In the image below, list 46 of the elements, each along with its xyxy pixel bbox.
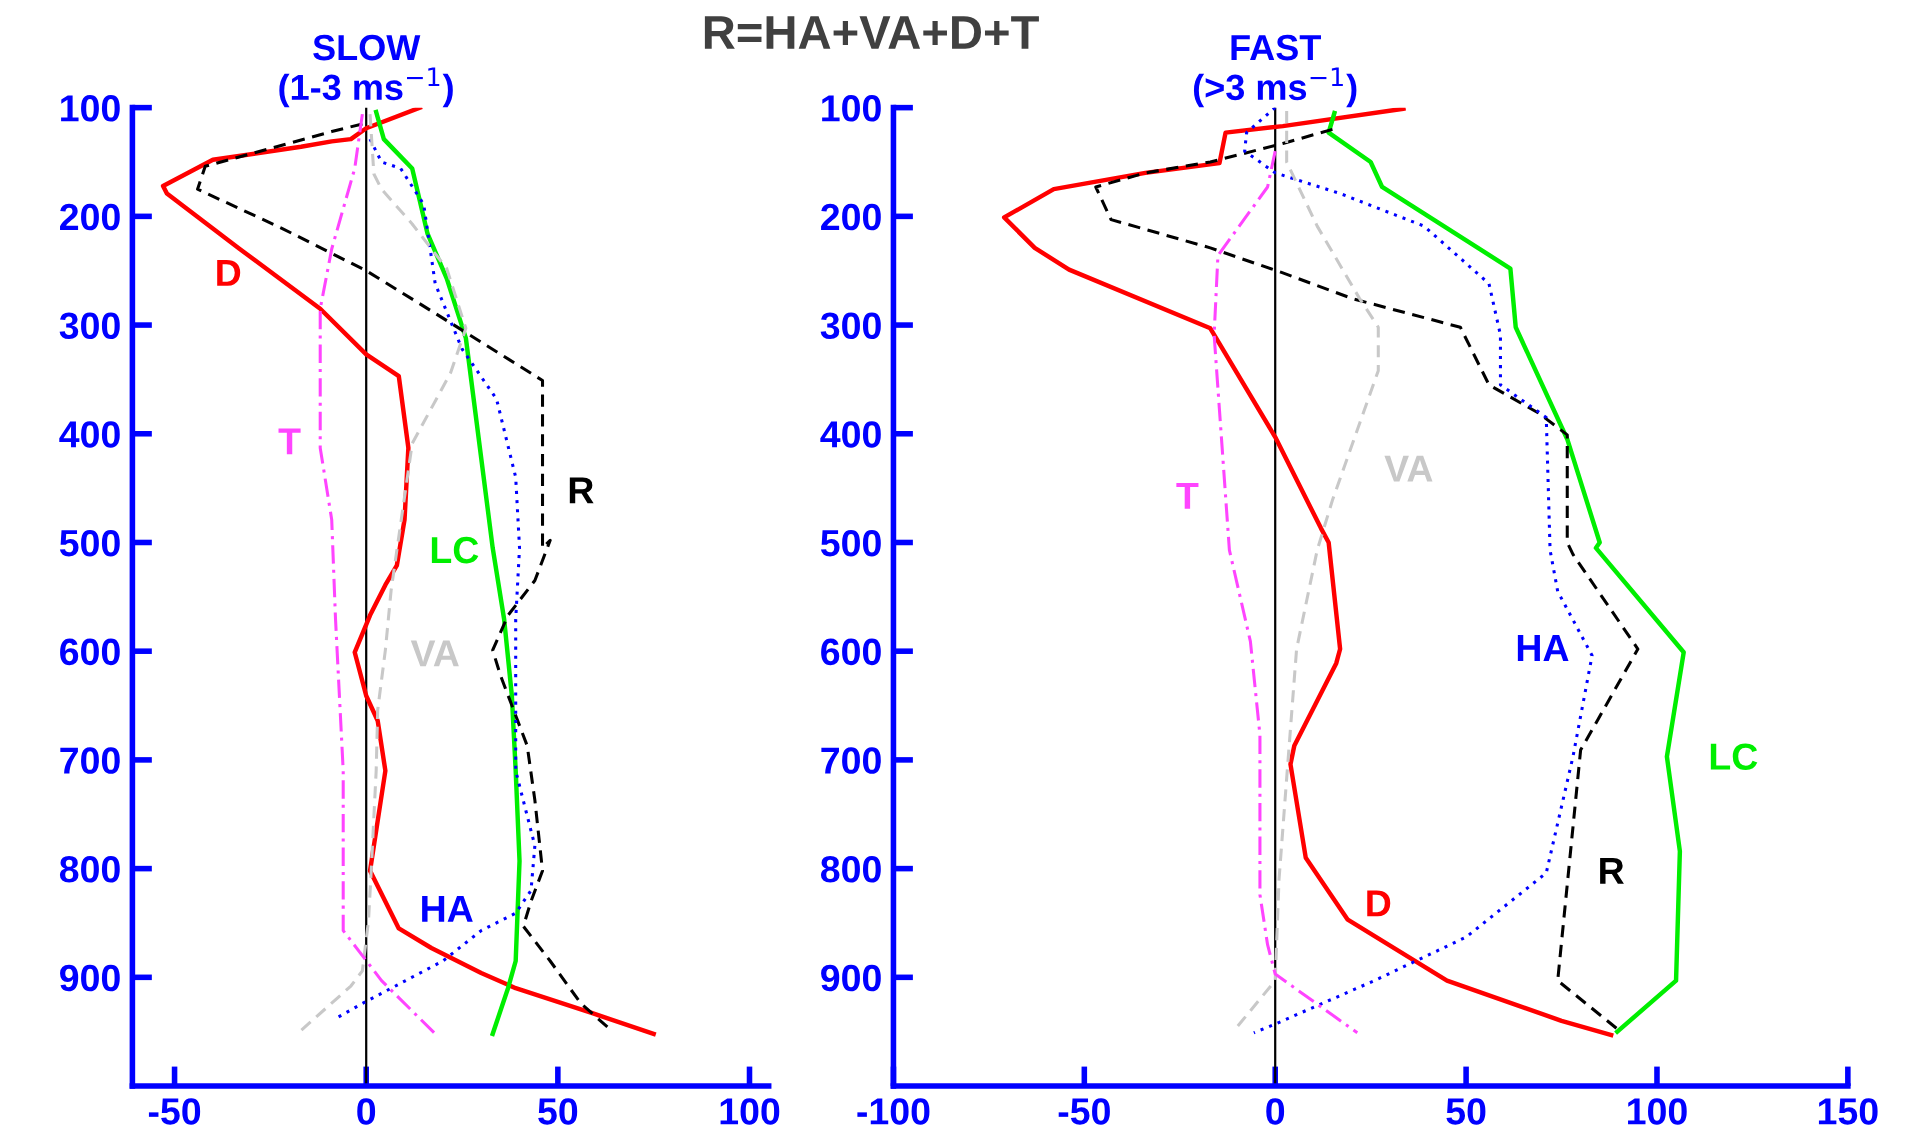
y-tick-label: 400: [820, 421, 881, 448]
y-tick-label: 300: [820, 312, 881, 340]
line-series: [160, 107, 656, 1037]
line-series: [1326, 110, 1686, 1034]
x-tick-label: 50: [538, 1098, 578, 1125]
y-tick-label: 800: [59, 856, 120, 883]
y-tick-label: 600: [60, 638, 120, 666]
line-series: [1243, 107, 1594, 1035]
x-tick-label: 150: [1818, 1098, 1878, 1125]
x-tick-label: 0: [1266, 1098, 1285, 1125]
y-tick-label: 800: [820, 856, 881, 883]
line-series: [373, 109, 522, 1037]
y-tick-label: 600: [821, 638, 881, 666]
series-label: T: [278, 428, 301, 455]
y-tick-label: 100: [822, 95, 881, 122]
series-label: LC: [1710, 743, 1758, 770]
x-tick-label: -100: [857, 1098, 930, 1125]
x-tick-label: 100: [720, 1098, 780, 1125]
series-label: R: [1600, 857, 1624, 884]
x-tick-label: -50: [1058, 1098, 1110, 1125]
x-tick-label: 100: [1628, 1098, 1687, 1125]
x-tick-label: 50: [1446, 1098, 1486, 1125]
y-tick-label: 200: [821, 203, 881, 231]
x-tick-label: 0: [357, 1098, 376, 1125]
y-tick-label: 500: [820, 529, 881, 557]
chart-title: SLOW (1-3 ms$^{−1}$): [279, 34, 453, 108]
x-tick-label: -50: [148, 1098, 201, 1125]
y-tick-label: 700: [821, 747, 881, 774]
line-series: [1212, 149, 1359, 1035]
y-tick-label: 900: [60, 964, 120, 992]
y-tick-label: 300: [59, 312, 120, 340]
y-tick-label: 700: [60, 747, 120, 774]
y-tick-label: 500: [59, 529, 120, 557]
series-label: D: [217, 260, 241, 286]
series-label: LC: [431, 536, 479, 564]
y-tick-label: 400: [59, 421, 120, 448]
series-label: R: [569, 477, 594, 504]
series-label: D: [1367, 890, 1391, 917]
y-tick-label: 900: [821, 964, 881, 992]
series-label: HA: [422, 896, 473, 922]
y-tick-label: 100: [61, 95, 120, 122]
series-label: HA: [1517, 635, 1569, 661]
chart-title: FAST (>3 ms$^{−1}$): [1193, 34, 1357, 108]
y-tick-label: 200: [60, 203, 120, 231]
text: R=HA+VA+D+T: [704, 16, 1039, 49]
series-label: T: [1176, 482, 1199, 509]
